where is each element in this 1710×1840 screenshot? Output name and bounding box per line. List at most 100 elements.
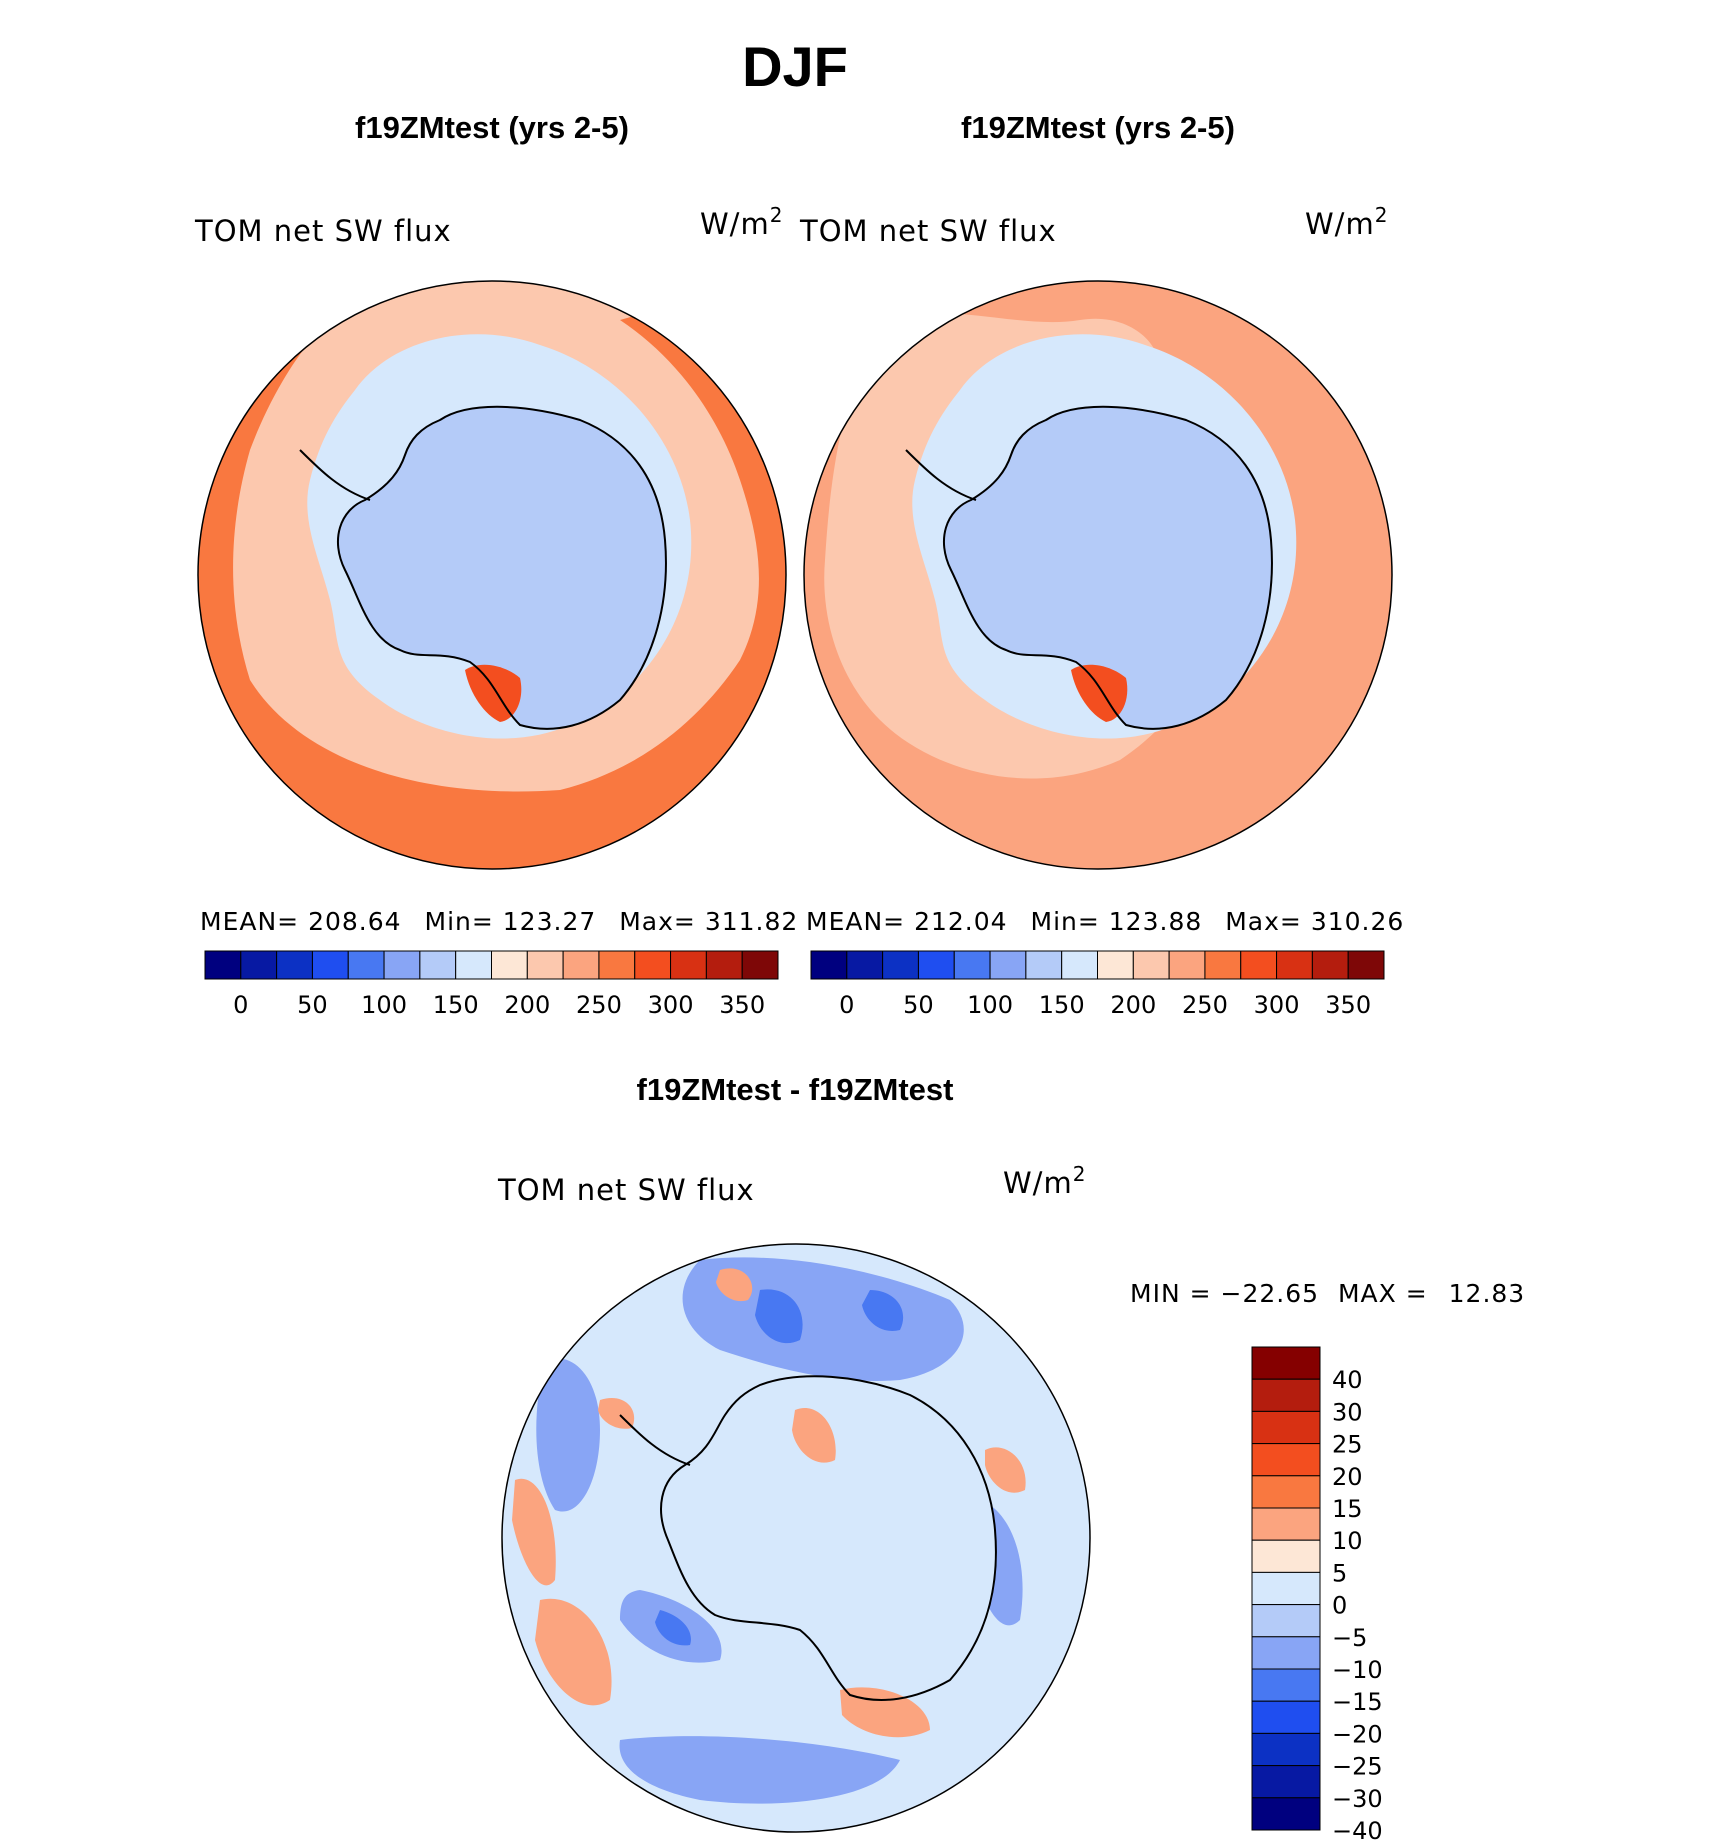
- panel-3-region-positive-patches: [512, 1268, 1026, 1738]
- colorbar-swatch: [1251, 1571, 1321, 1606]
- colorbar-swatch: [1061, 950, 1098, 980]
- colorbar-swatch: [240, 950, 278, 980]
- colorbar-swatch: [1251, 1443, 1321, 1477]
- colorbar-tick-label: −5: [1332, 1624, 1367, 1652]
- panel-1-stats: MEAN= 208.64 Min= 123.27 Max= 311.82: [200, 907, 798, 936]
- colorbar-swatch: [598, 950, 636, 980]
- colorbar-tick-label: 200: [1110, 991, 1156, 1019]
- colorbar-tick-label: 5: [1332, 1559, 1347, 1587]
- panel-1-map-border: [197, 280, 787, 870]
- colorbar-tick-label: 10: [1332, 1527, 1363, 1555]
- colorbar-swatch: [1251, 1346, 1321, 1380]
- panel-2-stats: MEAN= 212.04 Min= 123.88 Max= 310.26: [806, 907, 1404, 936]
- colorbar-swatch: [1347, 950, 1385, 980]
- colorbar-swatch: [383, 950, 421, 980]
- colorbar-tick-label: 40: [1332, 1366, 1363, 1394]
- colorbar-tick-label: 30: [1332, 1398, 1363, 1426]
- colorbar-tick-label: 250: [576, 991, 622, 1019]
- colorbar-swatch: [1251, 1410, 1321, 1445]
- colorbar-swatch: [989, 950, 1027, 980]
- panel-2-title: f19ZMtest (yrs 2-5): [961, 110, 1235, 145]
- colorbar-swatch: [1251, 1765, 1321, 1799]
- colorbar-swatch: [276, 950, 313, 980]
- panel-3-region-antarctica: [661, 1376, 996, 1700]
- panel-1-coastline: [299, 405, 667, 730]
- colorbar-swatch: [1251, 1732, 1321, 1767]
- colorbar-tick-label: −30: [1332, 1785, 1383, 1813]
- colorbar-swatch: [1251, 1668, 1321, 1702]
- colorbar-tick-label: −10: [1332, 1656, 1383, 1684]
- colorbar-swatch: [347, 950, 385, 980]
- colorbar-tick-label: 25: [1332, 1431, 1363, 1459]
- colorbar-tick-label: 150: [1039, 991, 1085, 1019]
- panel-2-colorbar: [810, 950, 1385, 980]
- colorbar-tick-label: 300: [648, 991, 694, 1019]
- panel-2: f19ZMtest (yrs 2-5) TOM net SW flux W/m2…: [799, 110, 1404, 1019]
- colorbar-swatch: [419, 950, 457, 980]
- colorbar-swatch: [1168, 950, 1206, 980]
- panel-3-map-border: [501, 1243, 1091, 1833]
- colorbar-swatch: [741, 950, 779, 980]
- colorbar-tick-label: 150: [433, 991, 479, 1019]
- colorbar-tick-label: 250: [1182, 991, 1228, 1019]
- colorbar-swatch: [1251, 1378, 1321, 1412]
- panel-1-title: f19ZMtest (yrs 2-5): [355, 110, 629, 145]
- colorbar-swatch: [1251, 1507, 1321, 1541]
- colorbar-swatch: [670, 950, 707, 980]
- panel-1-units: W/m2: [700, 203, 783, 241]
- panel-2-region-antarctica: [943, 406, 1272, 729]
- panel-2-map: [804, 281, 1392, 869]
- colorbar-swatch: [917, 950, 955, 980]
- colorbar-swatch: [1251, 1797, 1321, 1831]
- colorbar-tick-label: 50: [297, 991, 328, 1019]
- colorbar-swatch: [1251, 1636, 1321, 1670]
- colorbar-swatch: [1025, 950, 1063, 980]
- colorbar-swatch: [1251, 1604, 1321, 1638]
- panel-1-variable-label: TOM net SW flux: [194, 214, 452, 248]
- colorbar-tick-label: 50: [903, 991, 934, 1019]
- panel-1-region-antarctica: [337, 406, 666, 729]
- colorbar-swatch: [204, 950, 242, 980]
- colorbar-swatch: [1251, 1700, 1321, 1734]
- colorbar-tick-label: 300: [1254, 991, 1300, 1019]
- colorbar-swatch: [846, 950, 884, 980]
- panel-3-variable-label: TOM net SW flux: [497, 1173, 755, 1207]
- panel-3-colorbar: [1251, 1346, 1321, 1831]
- colorbar-swatch: [526, 950, 564, 980]
- colorbar-swatch: [1097, 950, 1134, 980]
- panel-3-colorbar-ticks: 40 30 25 20 15 10 5 0 −5 −10 −15 −20 −25 −30 −40: [1332, 1366, 1383, 1840]
- colorbar-tick-label: 350: [1325, 991, 1371, 1019]
- colorbar-swatch: [953, 950, 991, 980]
- colorbar-swatch: [882, 950, 919, 980]
- colorbar-swatch: [1204, 950, 1242, 980]
- colorbar-tick-label: 200: [504, 991, 550, 1019]
- panel-3-units: W/m2: [1003, 1162, 1086, 1200]
- panel-3-title: f19ZMtest - f19ZMtest: [637, 1072, 954, 1107]
- panel-2-variable-label: TOM net SW flux: [799, 214, 1057, 248]
- colorbar-swatch: [491, 950, 528, 980]
- colorbar-tick-label: 350: [719, 991, 765, 1019]
- panel-3-stats: MIN = −22.65 MAX = 12.83: [1130, 1279, 1525, 1308]
- colorbar-swatch: [455, 950, 492, 980]
- figure-title: DJF: [742, 35, 848, 98]
- colorbar-swatch: [311, 950, 349, 980]
- colorbar-tick-label: 0: [233, 991, 248, 1019]
- colorbar-tick-label: 15: [1332, 1495, 1363, 1523]
- colorbar-tick-label: −15: [1332, 1688, 1383, 1716]
- colorbar-swatch: [810, 950, 848, 980]
- panel-1-map: [198, 281, 786, 869]
- colorbar-swatch: [1132, 950, 1170, 980]
- colorbar-swatch: [1276, 950, 1313, 980]
- panel-3-coastline: [619, 1375, 997, 1701]
- panel-1-colorbar-ticks: 0 50 100 150 200 250 300 350: [233, 991, 765, 1019]
- colorbar-tick-label: 20: [1332, 1463, 1363, 1491]
- panel-3: f19ZMtest - f19ZMtest TOM net SW flux W/…: [497, 1072, 1525, 1840]
- panel-1-colorbar: [204, 950, 779, 980]
- panel-2-map-border: [803, 280, 1393, 870]
- panel-3-map: [502, 1244, 1090, 1832]
- colorbar-tick-label: 0: [1332, 1592, 1347, 1620]
- colorbar-swatch: [1251, 1475, 1321, 1509]
- colorbar-swatch: [634, 950, 672, 980]
- colorbar-tick-label: 0: [839, 991, 854, 1019]
